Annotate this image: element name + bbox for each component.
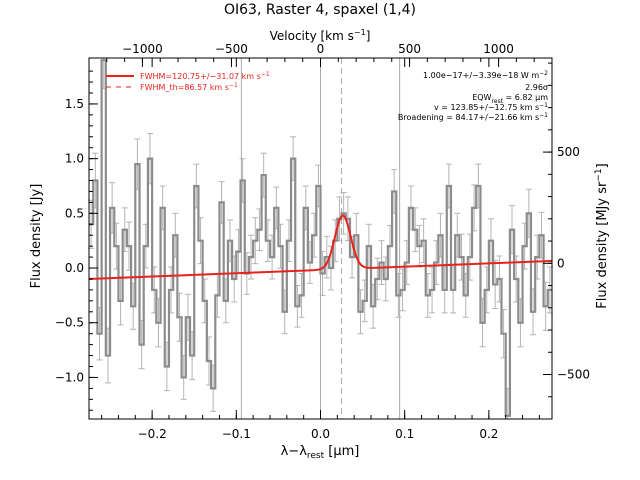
- x-tick-label: 0.2: [479, 427, 498, 441]
- chart-title: OI63, Raster 4, spaxel (1,4): [224, 2, 416, 18]
- legend-entry-fwhm: FWHM=120.75+/−31.07 km s−1: [140, 71, 270, 81]
- annotation-broadening: Broadening = 84.17+/−21.66 km s−1: [398, 112, 548, 122]
- velocity-tick-label: −500: [215, 42, 248, 56]
- data-series-histogram: [89, 59, 552, 417]
- right-y-tick-label: −500: [557, 368, 590, 382]
- x-tick-label: −0.1: [222, 427, 251, 441]
- y-tick-label: −0.5: [55, 316, 84, 330]
- right-y-tick-label: 500: [557, 145, 580, 159]
- fit-curve: [88, 214, 553, 280]
- x-tick-label: −0.2: [138, 427, 167, 441]
- annotation-sigma: 2.96σ: [525, 83, 548, 92]
- velocity-tick-label: 500: [398, 42, 421, 56]
- annotation-eqw: EQWrest = 6.82 μm: [472, 93, 548, 105]
- annotation-velocity: v = 123.85+/−12.75 km s−1: [434, 102, 548, 112]
- y-tick-label: 0.5: [65, 206, 84, 220]
- x-tick-label: 0.1: [395, 427, 414, 441]
- velocity-tick-label: −1000: [122, 42, 163, 56]
- y-tick-label: −1.0: [55, 370, 84, 384]
- velocity-tick-label: 1000: [483, 42, 514, 56]
- annotations: 1.00e−17+/−3.39e−18 W m−2 2.96σ EQWrest …: [398, 70, 548, 122]
- legend-entry-fwhm-th: FWHM_th=86.57 km s−1: [140, 82, 238, 92]
- y-tick-label: 1.0: [65, 152, 84, 166]
- annotation-flux: 1.00e−17+/−3.39e−18 W m−2: [423, 70, 548, 80]
- plot-area: −0.2 −0.1 0.0 0.1 0.2 −1000 −500 0 500 1000 −1.0 −0…: [55, 42, 590, 441]
- y-axis-label-left: Flux density [Jy]: [29, 184, 44, 289]
- y-tick-label: 1.5: [65, 97, 84, 111]
- top-axis-label: Velocity [km s−1]: [270, 28, 371, 43]
- right-y-tick-label: 0: [557, 256, 565, 270]
- y-axis-label-right: Flux density [MJy sr−1]: [594, 163, 610, 308]
- velocity-tick-label: 0: [317, 42, 325, 56]
- x-axis-label: λ−λrest [μm]: [281, 444, 360, 461]
- legend: FWHM=120.75+/−31.07 km s−1 FWHM_th=86.57…: [106, 71, 270, 92]
- y-tick-label: 0.0: [65, 261, 84, 275]
- x-tick-label: 0.0: [311, 427, 330, 441]
